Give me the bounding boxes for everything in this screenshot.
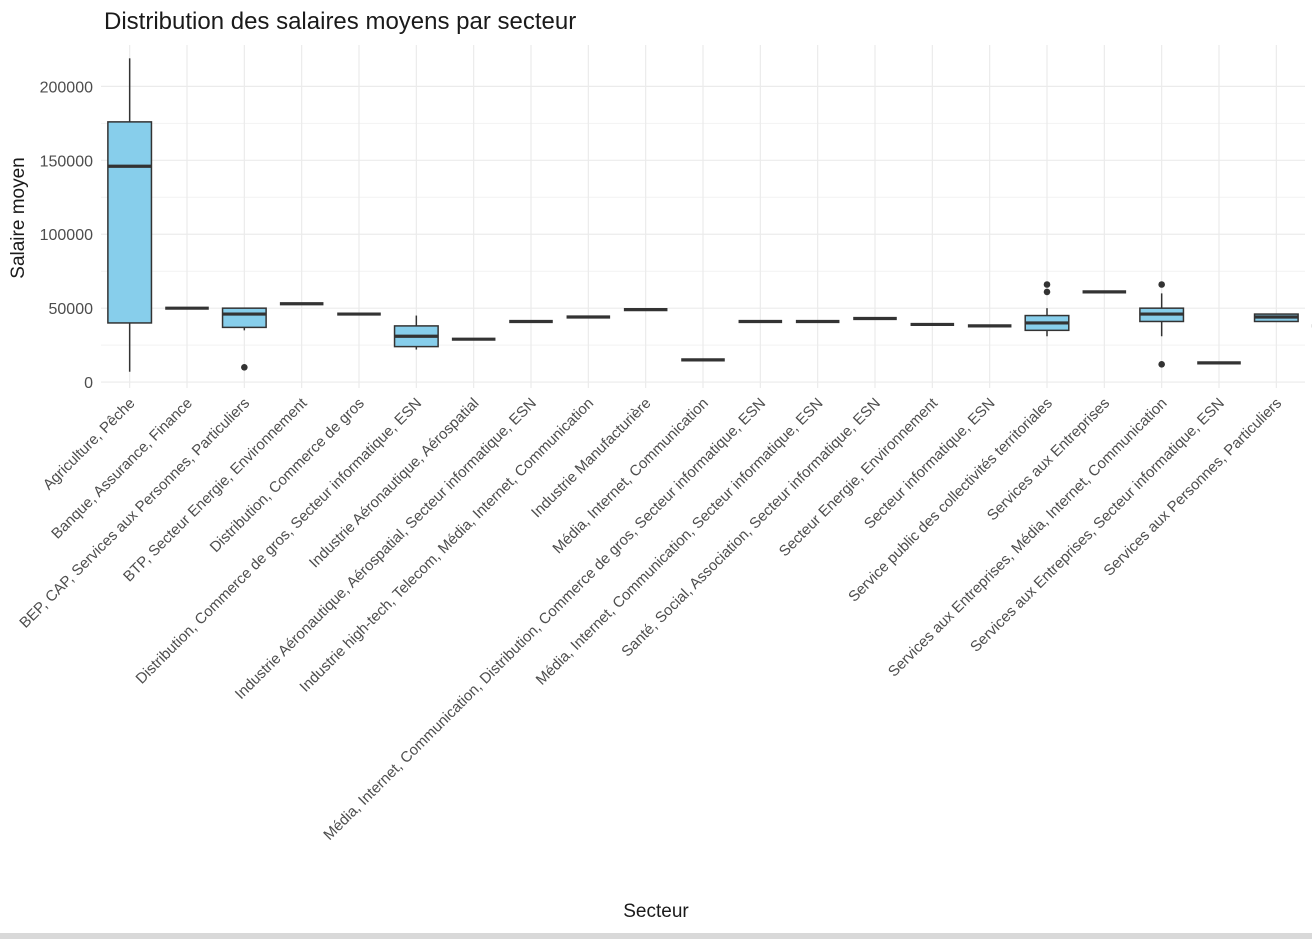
box-group (1139, 281, 1185, 368)
box-group (221, 307, 267, 371)
window-bottom-strip (0, 933, 1312, 939)
box-group (1024, 281, 1070, 337)
outlier-point (1043, 281, 1051, 288)
y-tick-label: 100000 (40, 227, 93, 244)
x-axis-label: Secteur (623, 901, 689, 922)
outlier-point (241, 364, 248, 371)
chart-title: Distribution des salaires moyens par sec… (104, 8, 577, 35)
box-body (107, 121, 153, 324)
y-tick-label: 0 (84, 375, 93, 392)
y-tick-label: 50000 (49, 301, 94, 318)
x-tick-label: Santé, Social, Association, Secteur info… (618, 395, 884, 661)
y-tick-label: 150000 (40, 153, 93, 170)
box-group (107, 58, 153, 372)
box-body (221, 307, 267, 329)
x-tick-label: Service public des collectivités territo… (845, 395, 1056, 606)
outlier-point (1158, 281, 1165, 288)
x-tick-label: Média, Internet, Communication, Distribu… (320, 395, 769, 844)
x-tick-label: Services aux Entreprises, Média, Interne… (885, 395, 1171, 681)
box-group (393, 315, 439, 350)
outlier-point (1043, 288, 1051, 296)
outlier-point (1158, 361, 1165, 368)
y-tick-label: 200000 (40, 79, 93, 96)
box-group (1253, 313, 1299, 323)
